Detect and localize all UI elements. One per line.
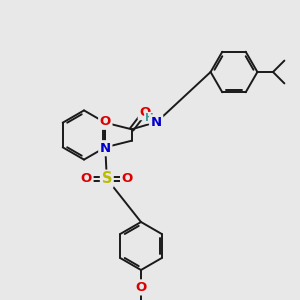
Text: O: O xyxy=(122,172,133,185)
Text: N: N xyxy=(151,116,162,129)
Text: S: S xyxy=(102,171,112,186)
Text: H: H xyxy=(145,113,154,123)
Text: O: O xyxy=(135,281,147,294)
Text: N: N xyxy=(100,142,111,155)
Text: O: O xyxy=(100,115,111,128)
Text: O: O xyxy=(81,172,92,185)
Text: O: O xyxy=(139,106,150,118)
